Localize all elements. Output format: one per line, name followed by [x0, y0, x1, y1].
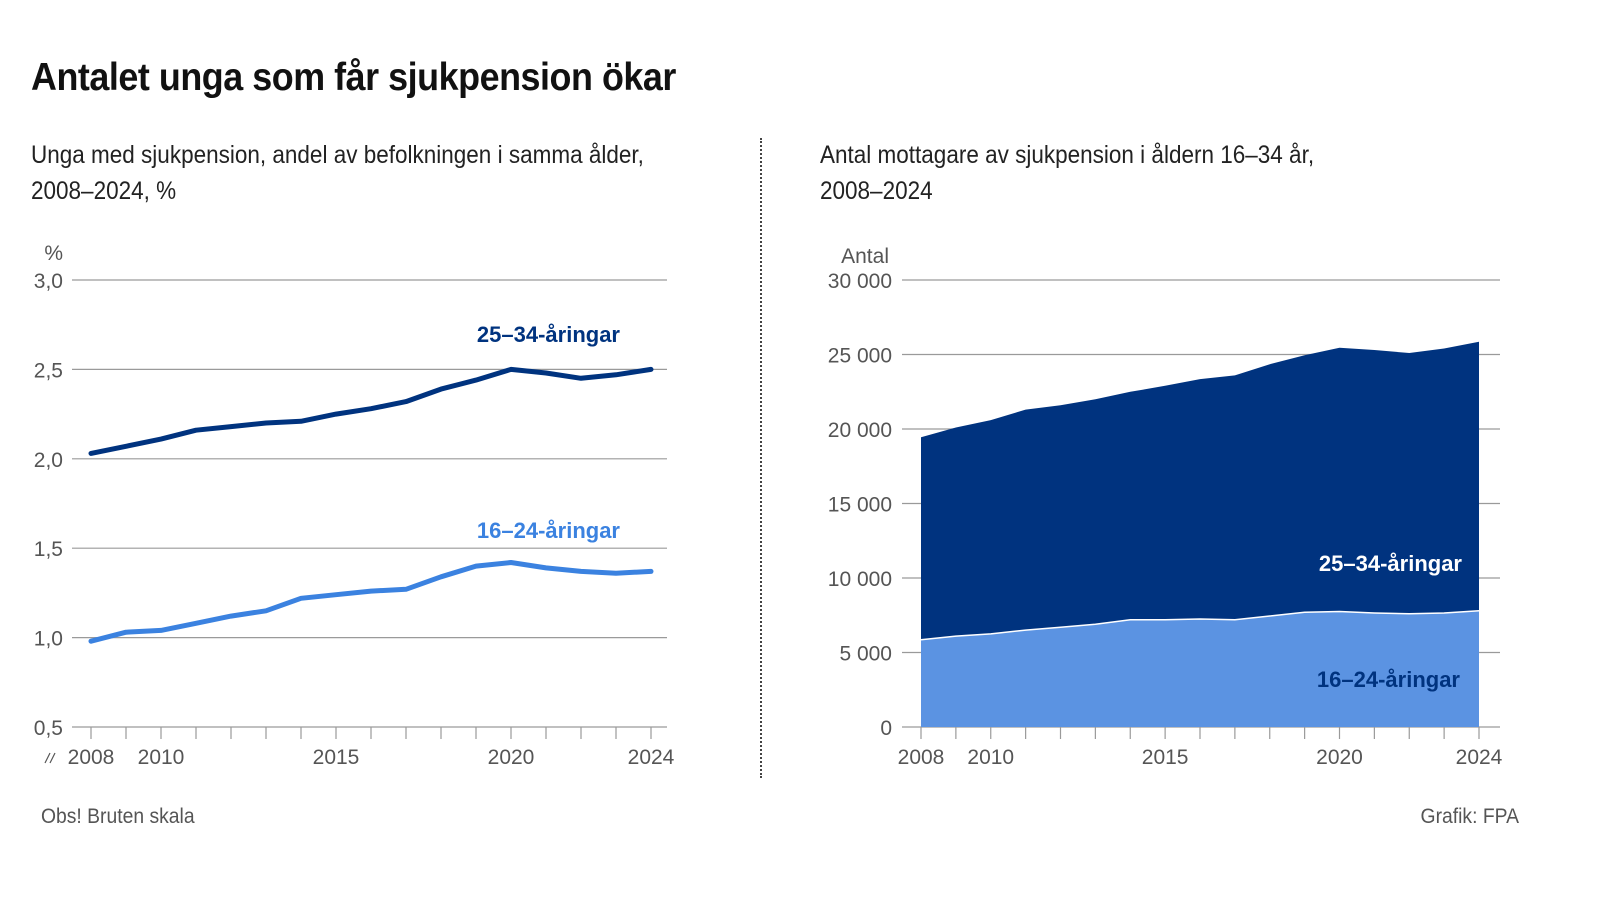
axis-break-stroke: [44, 752, 51, 764]
area-boundary-line: [920, 610, 1480, 641]
x-tick-label: 2020: [1316, 746, 1363, 769]
y-tick-label: 10 000: [828, 568, 892, 591]
y-tick-label: 1,5: [34, 538, 63, 561]
y-axis-unit-label: Antal: [841, 245, 889, 268]
series-line-25-34: [88, 366, 654, 456]
series-label-25-34: 25–34-åringar: [1319, 551, 1463, 576]
y-tick-label: 2,0: [34, 449, 63, 472]
x-tick-label: 2024: [628, 746, 675, 769]
x-tick-label: 2008: [898, 746, 945, 769]
axis-break-icon: [44, 752, 56, 764]
x-tick-label: 2015: [1142, 746, 1189, 769]
x-tick-label: 2015: [313, 746, 360, 769]
left-chart-title-line2: 2008–2024, %: [31, 177, 177, 205]
series-label-16-24: 16–24-åringar: [1317, 667, 1461, 692]
axis-break-stroke: [49, 752, 56, 764]
left-chart-title-line1: Unga med sjukpension, andel av befolknin…: [31, 141, 644, 169]
left-chart-title: Unga med sjukpension, andel av befolknin…: [31, 137, 733, 209]
right-chart-title: Antal mottagare av sjukpension i åldern …: [820, 137, 1522, 209]
x-tick-label: 2020: [488, 746, 535, 769]
y-tick-label: 30 000: [828, 270, 892, 293]
x-tick-label: 2024: [1456, 746, 1503, 769]
panel-divider: [760, 138, 762, 778]
y-tick-label: 5 000: [839, 643, 892, 666]
y-tick-label: 20 000: [828, 419, 892, 442]
right-chart-title-line2: 2008–2024: [820, 177, 933, 205]
right-chart-title-line1: Antal mottagare av sjukpension i åldern …: [820, 141, 1315, 169]
y-tick-label: 25 000: [828, 345, 892, 368]
series-line-16-24: [88, 560, 654, 644]
y-tick-label: 0,5: [34, 717, 63, 740]
x-tick-label: 2010: [967, 746, 1014, 769]
y-tick-label: 3,0: [34, 270, 63, 293]
broken-scale-note: Obs! Bruten skala: [41, 805, 195, 828]
y-tick-label: 0: [880, 717, 892, 740]
y-tick-label: 1,0: [34, 628, 63, 651]
graphics-credit: Grafik: FPA: [1420, 805, 1519, 828]
y-tick-label: 15 000: [828, 494, 892, 517]
y-tick-label: 2,5: [34, 359, 63, 382]
x-tick-label: 2008: [68, 746, 115, 769]
series-label-16-24: 16–24-åringar: [477, 518, 621, 543]
page-title: Antalet unga som får sjukpension ökar: [31, 56, 676, 99]
y-axis-unit-label: %: [44, 242, 63, 265]
series-label-25-34: 25–34-åringar: [477, 322, 621, 347]
x-tick-label: 2010: [138, 746, 185, 769]
area-16-24: [921, 610, 1479, 727]
